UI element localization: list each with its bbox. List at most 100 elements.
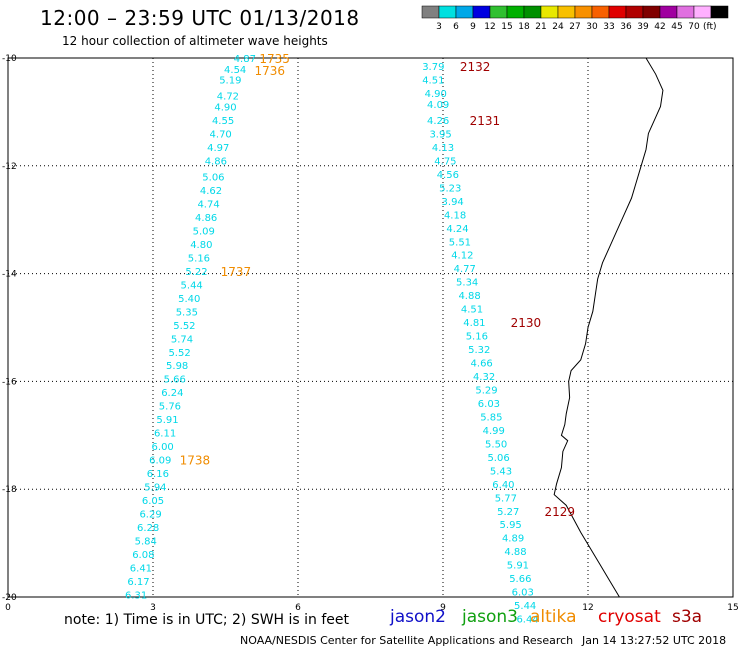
altika-time-label: 1735 [259,52,290,66]
colorbar-label: 24 [552,22,564,32]
colorbar-unit: (ft) [703,22,717,32]
s3a-swh-value: 4.18 [444,210,466,221]
altika-swh-value: 5.44 [181,280,203,291]
plot-frame [7,57,734,598]
colorbar-label: 18 [518,22,530,32]
altika-swh-value: 6.31 [125,590,147,601]
s3a-swh-value: 5.95 [500,520,522,531]
altika-swh-value: 4.70 [210,129,232,140]
altika-swh-value: 6.16 [147,469,169,480]
colorbar-label: 21 [535,22,547,32]
y-tick-label: -12 [2,162,17,172]
legend-jason2: jason2 [390,607,446,627]
y-tick-label: -20 [2,593,17,603]
altika-swh-value: 5.74 [171,334,193,345]
colorbar-label: 36 [620,22,632,32]
altika-swh-value: 5.91 [156,415,178,426]
s3a-swh-value: 4.24 [446,224,468,235]
colorbar-swatch [472,5,491,19]
altika-swh-value: 5.40 [178,294,200,305]
altika-swh-value: 6.00 [152,442,174,453]
s3a-swh-value: 4.81 [463,318,485,329]
s3a-swh-value: 4.51 [422,76,444,87]
altika-swh-value: 6.08 [132,550,154,561]
altika-swh-value: 6.17 [127,577,149,588]
colorbar-label: 70 [688,22,700,32]
s3a-swh-value: 4.13 [432,143,454,154]
legend-s3a: s3a [672,607,703,627]
altika-swh-value: 5.16 [188,253,210,264]
y-tick-label: -14 [2,270,17,280]
colorbar-swatch [659,5,678,19]
colorbar-label: 30 [586,22,598,32]
s3a-swh-value: 4.77 [454,264,476,275]
colorbar-swatch [625,5,644,19]
x-tick-label: 0 [5,603,11,613]
x-tick-label: 9 [440,603,446,613]
colorbar-swatch [574,5,593,19]
colorbar-label: 12 [484,22,496,32]
s3a-swh-value: 4.90 [425,89,447,100]
colorbar-swatch [523,5,542,19]
altika-time-label: 1736 [255,64,286,78]
s3a-time-label: 2129 [545,505,576,519]
s3a-swh-value: 5.91 [507,561,529,572]
units-note: note: 1) Time is in UTC; 2) SWH is in fe… [64,612,350,628]
altika-swh-value: 4.62 [200,186,222,197]
s3a-swh-value: 4.56 [437,170,459,181]
altika-swh-value: 4.55 [212,116,234,127]
colorbar-label: 3 [436,22,442,32]
s3a-swh-value: 5.77 [495,493,517,504]
altika-swh-value: 4.80 [190,240,212,251]
altika-swh-value: 5.52 [173,321,195,332]
altika-swh-value: 6.09 [149,456,171,467]
colorbar-label: 9 [470,22,476,32]
altika-swh-value: 6.11 [154,429,176,440]
altika-swh-value: 4.86 [205,156,227,167]
s3a-swh-value: 6.40 [492,480,514,491]
x-tick-label: 6 [295,603,301,613]
altika-swh-value: 5.94 [144,483,166,494]
colorbar-swatch [608,5,627,19]
s3a-swh-value: 4.66 [471,359,493,370]
colorbar-label: 42 [654,22,666,32]
colorbar-label: 6 [453,22,459,32]
generated-timestamp: Jan 14 13:27:52 UTC 2018 [582,634,727,647]
legend-altika: altika [530,607,577,627]
colorbar-label: 15 [501,22,513,32]
s3a-swh-value: 3.95 [429,129,451,140]
colorbar-swatch [557,5,576,19]
credit-line: NOAA/NESDIS Center for Satellite Applica… [240,634,574,647]
colorbar-swatch [506,5,525,19]
altika-swh-value: 5.35 [176,307,198,318]
s3a-swh-value: 4.89 [502,534,524,545]
colorbar-swatch [455,5,474,19]
altika-swh-value: 5.22 [185,267,207,278]
altika-swh-value: 5.06 [202,173,224,184]
y-tick-label: -16 [2,377,17,387]
s3a-swh-value: 4.26 [427,116,449,127]
altika-swh-value: 5.09 [193,226,215,237]
altika-swh-value: 4.72 [217,92,239,103]
x-tick-label: 15 [727,603,738,613]
s3a-swh-value: 5.32 [468,345,490,356]
s3a-swh-value: 4.75 [434,156,456,167]
s3a-swh-value: 3.94 [442,197,464,208]
colorbar-swatch [710,5,729,19]
s3a-swh-value: 5.27 [497,507,519,518]
s3a-swh-value: 5.85 [480,412,502,423]
coastline [553,57,664,598]
colorbar-label: 45 [671,22,683,32]
altika-swh-value: 5.52 [168,348,190,359]
altika-swh-value: 5.76 [159,402,181,413]
s3a-swh-value: 5.43 [490,466,512,477]
s3a-swh-value: 5.44 [514,601,536,612]
legend-jason3: jason3 [462,607,518,627]
colorbar-label: 39 [637,22,649,32]
s3a-swh-value: 5.16 [466,332,488,343]
x-tick-label: 3 [150,603,156,613]
colorbar-label: 33 [603,22,615,32]
altika-swh-value: 6.05 [142,496,164,507]
